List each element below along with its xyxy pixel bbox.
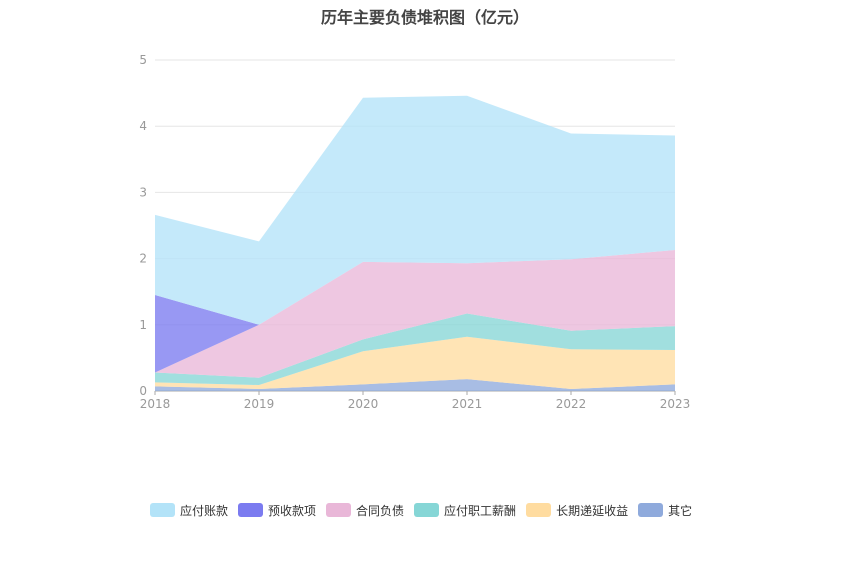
x-tick-label: 2022	[556, 397, 587, 411]
legend-label: 应付职工薪酬	[444, 503, 517, 518]
legend-label: 预收款项	[268, 503, 317, 518]
legend: 应付账款 预收款项 合同负债 应付职工薪酬 长期递延收益 其它	[150, 501, 702, 519]
legend-swatch	[526, 503, 552, 517]
legend-item[interactable]: 应付账款	[150, 502, 228, 519]
y-tick-label: 5	[139, 53, 147, 67]
legend-swatch	[326, 503, 352, 517]
legend-item[interactable]: 应付职工薪酬	[414, 502, 516, 519]
area-应付职工薪酬	[155, 313, 675, 386]
y-tick-label: 3	[139, 185, 147, 199]
legend-item[interactable]: 合同负债	[326, 502, 404, 519]
y-tick-label: 1	[139, 318, 147, 332]
legend-swatch	[238, 503, 264, 517]
legend-item[interactable]: 其它	[638, 502, 692, 519]
x-tick-label: 2019	[244, 397, 275, 411]
y-tick-label: 2	[139, 252, 147, 266]
legend-label: 合同负债	[356, 503, 405, 518]
x-tick-label: 2023	[660, 397, 691, 411]
area-合同负债	[155, 249, 675, 378]
x-tick-label: 2018	[140, 397, 171, 411]
legend-item[interactable]: 长期递延收益	[526, 502, 628, 519]
area-长期递延收益	[155, 336, 675, 390]
legend-swatch	[414, 503, 440, 517]
legend-swatch	[638, 503, 664, 517]
area-其它	[155, 379, 675, 391]
y-tick-label: 4	[139, 119, 147, 133]
legend-item[interactable]: 预收款项	[238, 502, 316, 519]
x-tick-label: 2020	[348, 397, 379, 411]
legend-label: 其它	[668, 503, 693, 518]
x-tick-label: 2021	[452, 397, 483, 411]
legend-label: 长期递延收益	[556, 503, 629, 518]
area-应付账款	[155, 95, 675, 325]
y-tick-label: 0	[139, 384, 147, 398]
legend-label: 应付账款	[180, 503, 229, 518]
legend-swatch	[150, 503, 175, 517]
chart-title: 历年主要负债堆积图（亿元）	[320, 8, 529, 27]
